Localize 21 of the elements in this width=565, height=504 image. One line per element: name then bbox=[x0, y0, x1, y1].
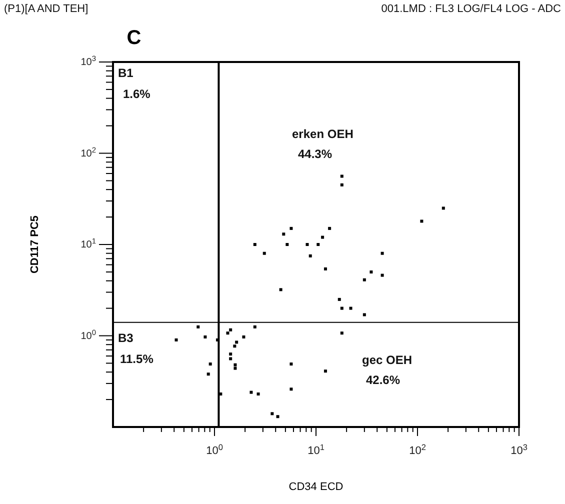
x-tick-label: 10$^{1}$ bbox=[308, 442, 325, 457]
annotation: 1.6% bbox=[123, 87, 151, 101]
annotation: 11.5% bbox=[120, 352, 154, 366]
x-axis-title: CD34 ECD bbox=[288, 481, 344, 493]
x-tick-label: 10$^{0}$ bbox=[206, 442, 224, 457]
y-tick-label: 10$^{1}$ bbox=[80, 236, 96, 250]
annotation: gec OEH bbox=[362, 353, 412, 367]
y-axis-title: CD117 PC5 bbox=[29, 215, 41, 274]
x-tick-label: 10$^{3}$ bbox=[510, 442, 528, 457]
annotation: B3 bbox=[118, 331, 134, 345]
y-tick-label: 10$^{3}$ bbox=[80, 54, 96, 68]
x-tick-label: 10$^{2}$ bbox=[409, 442, 426, 457]
annotation: erken OEH bbox=[292, 127, 354, 141]
y-tick-label: 10$^{2}$ bbox=[80, 144, 96, 160]
annotation: B1 bbox=[118, 66, 134, 80]
chart-title: C bbox=[126, 27, 142, 49]
annotation: 44.3% bbox=[298, 147, 332, 161]
text: (P1)[A AND TEH] bbox=[4, 3, 88, 15]
annotation: 42.6% bbox=[366, 373, 400, 387]
text: 001.LMD : FL3 LOG/FL4 LOG - ADC bbox=[381, 3, 562, 15]
y-tick-label: 10$^{0}$ bbox=[80, 327, 96, 342]
